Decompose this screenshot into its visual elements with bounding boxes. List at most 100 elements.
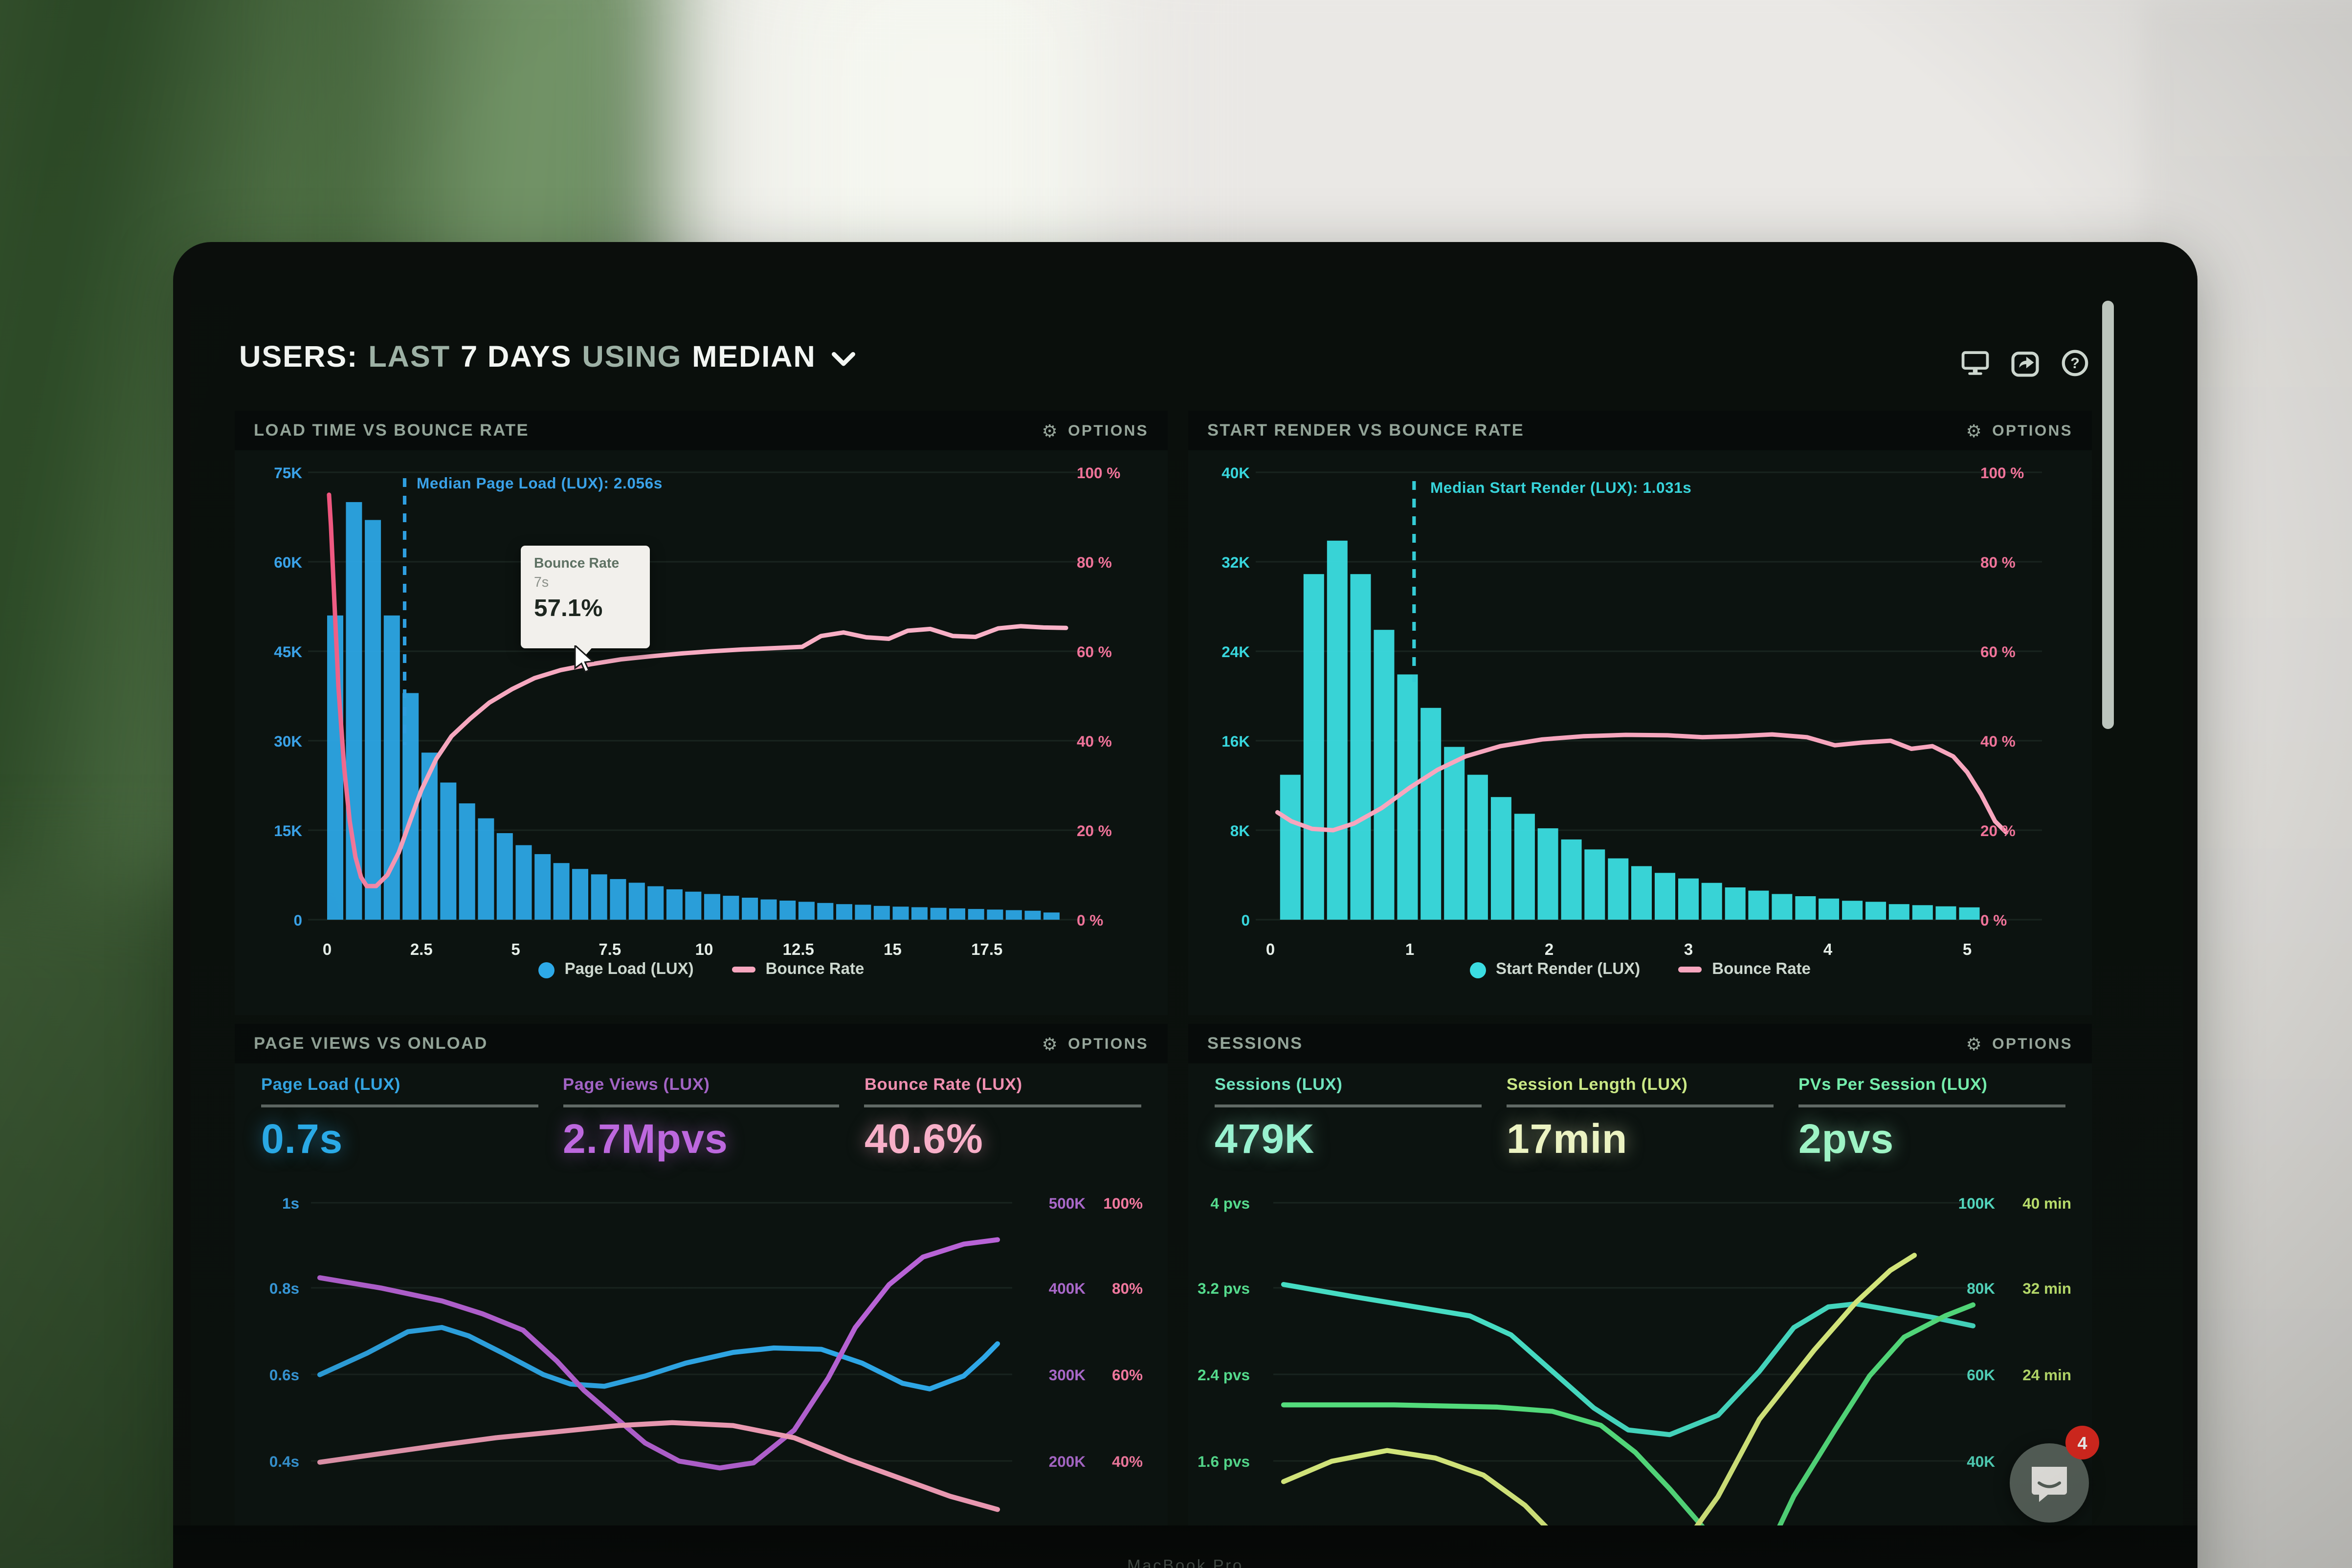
start-render-bar [1490, 797, 1511, 920]
x-axis-tick: 7.5 [599, 940, 621, 958]
options-button[interactable]: ⚙ OPTIONS [1966, 1033, 2073, 1054]
title-last: LAST [368, 340, 450, 374]
x-axis-tick: 2.5 [410, 940, 433, 958]
y-axis-left-tick: 45K [274, 643, 302, 661]
page-load-bar [930, 907, 947, 920]
page-load-bar [628, 883, 645, 920]
page-load-bar [515, 845, 532, 920]
gear-icon: ⚙ [1966, 420, 1984, 441]
page-load-bar [591, 874, 607, 920]
start-render-bar [1819, 898, 1840, 920]
gear-icon: ⚙ [1966, 1033, 1984, 1054]
y-axis-right-tick: 40 % [1077, 732, 1112, 750]
start-render-bar [1608, 858, 1629, 920]
y-axis-right-tick: 100 % [1077, 464, 1120, 482]
start-render-bar [1514, 814, 1535, 920]
y-axis-right-tick: 80 % [1077, 553, 1112, 571]
chevron-down-icon[interactable] [832, 340, 856, 375]
y-axis-right-k-tick: 80K [1967, 1280, 1995, 1297]
sessions-chart[interactable]: 4 pvs 3.2 pvs 2.4 pvs 1.6 pvs 100K 80K 60K 40K 4… [1188, 1024, 2092, 1525]
metric-pvs-per-session: PVs Per Session (LUX) 2pvs [1798, 1077, 2065, 1163]
start-render-bar [1655, 873, 1675, 920]
help-icon[interactable]: ? [2061, 349, 2089, 377]
y-axis-right-k-tick: 300K [1049, 1366, 1086, 1384]
start-render-bar [1631, 866, 1652, 920]
x-axis-tick: 0 [1266, 940, 1275, 958]
page-views-lux-line [317, 1237, 1000, 1471]
pvs-per-session-lux-line [1281, 1302, 1976, 1525]
x-axis-tick: 0 [323, 940, 332, 958]
y-axis-right-pct-tick: 40% [1112, 1453, 1143, 1470]
metrics-row: Sessions (LUX) 479K Session Length (LUX)… [1188, 1077, 2092, 1163]
metric-sessions: Sessions (LUX) 479K [1215, 1077, 1482, 1163]
page-views-onload-chart[interactable]: 1s 0.8s 0.6s 0.4s 500K 400K 300K 200K 100% 80% 60%… [235, 1024, 1168, 1525]
y-axis-left-tick: 15K [274, 822, 302, 839]
y-axis-right-min-tick: 40 min [2022, 1194, 2071, 1212]
y-axis-left-tick: 16K [1221, 732, 1250, 750]
start-render-bar [1678, 878, 1699, 920]
page-load-bar [572, 869, 588, 920]
page-load-bar [1043, 912, 1060, 920]
display-icon[interactable] [1961, 349, 1989, 377]
page-load-bar [855, 905, 871, 920]
page-load-bar [459, 803, 475, 920]
start-render-bar [1772, 894, 1793, 920]
start-render-bar [1725, 887, 1746, 920]
page-title[interactable]: USERS: LAST 7 DAYS USING MEDIAN [239, 340, 856, 375]
y-axis-right-k-tick: 40K [1967, 1453, 1995, 1470]
y-axis-right-tick: 80 % [1980, 553, 2016, 571]
title-days: 7 DAYS [461, 340, 572, 374]
page-load-bar [704, 894, 720, 920]
load-time-chart[interactable]: 75K 60K 45K 30K 15K 0 100 % 80 % 60 % 40 % 20 % 0 %… [235, 411, 1168, 1015]
page-load-bar [610, 879, 626, 920]
scrollbar[interactable] [2102, 301, 2114, 729]
page-load-bar [553, 863, 570, 920]
start-render-bar [1420, 707, 1442, 920]
start-render-bar [1350, 574, 1371, 920]
panel-sessions: SESSIONS ⚙ OPTIONS Sessions (LUX) 479K Se… [1188, 1024, 2092, 1525]
legend-start-render: Start Render (LUX) Bounce Rate [1188, 961, 2092, 978]
start-render-bar [1912, 905, 1933, 920]
x-axis-tick: 15 [884, 940, 902, 958]
options-button[interactable]: ⚙ OPTIONS [1966, 420, 2073, 441]
share-icon[interactable] [2011, 349, 2039, 377]
median-start-render-label: Median Start Render (LUX): 1.031s [1430, 480, 1692, 497]
y-axis-right-tick: 60 % [1980, 643, 2016, 661]
legend-item-start-render: Start Render (LUX) [1469, 961, 1640, 978]
page-load-bar [817, 903, 834, 920]
y-axis-right-pct-tick: 60% [1112, 1366, 1143, 1384]
y-axis-left-tick: 60K [274, 553, 302, 571]
x-axis-tick: 12.5 [783, 940, 814, 958]
legend-item-page-load: Page Load (LUX) [538, 961, 694, 978]
page-load-bar [779, 901, 796, 920]
y-axis-left-tick: 75K [274, 464, 302, 482]
options-button[interactable]: ⚙ OPTIONS [1042, 1033, 1149, 1054]
sessions-lux-line [1281, 1282, 1976, 1437]
page-load-bar [987, 909, 1003, 920]
start-render-bar [1865, 902, 1886, 920]
page-load-bar [440, 782, 457, 920]
y-axis-left-tick: 1s [282, 1194, 299, 1212]
metric-session-length: Session Length (LUX) 17min [1507, 1077, 1774, 1163]
page-load-bar [873, 905, 890, 920]
device-label: MacBook Pro [1127, 1558, 1243, 1568]
bounce-rate-marker [732, 966, 755, 973]
y-axis-right-tick: 0 % [1980, 911, 2007, 929]
page-load-bar [798, 902, 815, 920]
start-render-bar [1935, 906, 1956, 920]
bounce-rate-lux-line [317, 1420, 1000, 1512]
start-render-bar [1795, 896, 1816, 920]
page-load-bar [685, 891, 702, 920]
start-render-bar [1584, 849, 1605, 920]
page-load-bar [892, 906, 909, 920]
page-load-bar [647, 886, 664, 920]
metric-page-views: Page Views (LUX) 2.7Mpvs [563, 1077, 840, 1163]
start-render-chart[interactable]: 40K 32K 24K 16K 8K 0 100 % 80 % 60 % 40 % 20 % 0 % 0… [1188, 411, 2092, 1015]
page-load-bar [1005, 910, 1022, 920]
y-axis-right-k-tick: 500K [1049, 1194, 1086, 1212]
y-axis-left-tick: 32K [1221, 553, 1250, 571]
page-load-marker [538, 961, 555, 978]
y-axis-right-tick: 40 % [1980, 732, 2016, 750]
x-axis-tick: 5 [1963, 940, 1972, 958]
